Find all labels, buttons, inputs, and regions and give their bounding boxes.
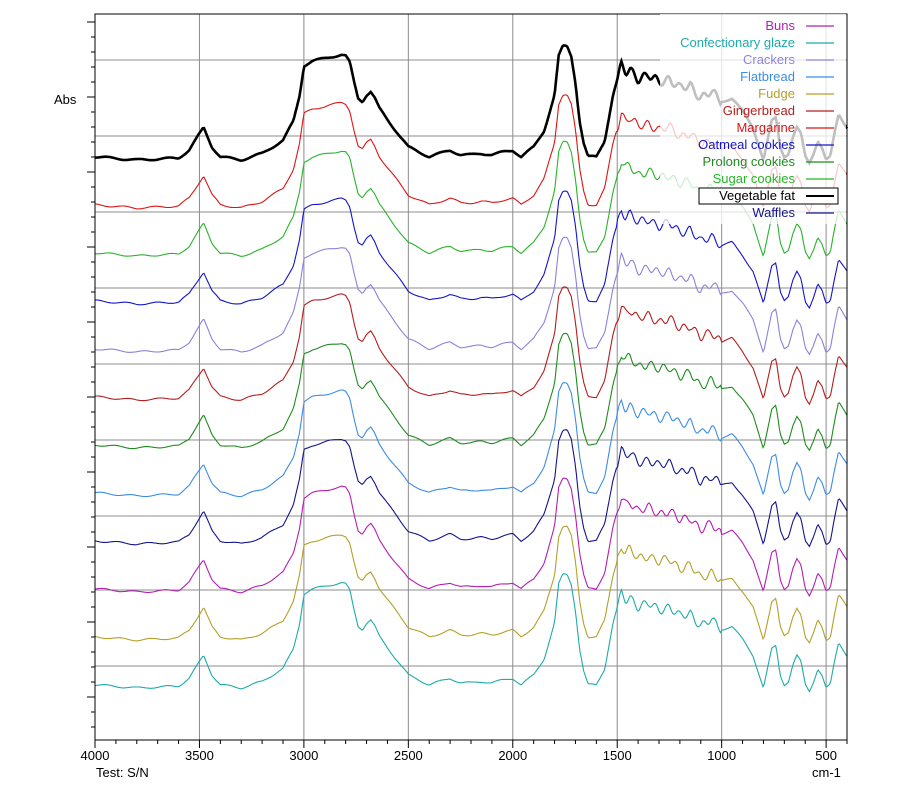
- legend-label-waffles: Waffles: [752, 205, 795, 220]
- series-crackers: [94, 236, 848, 356]
- series-fudge: [94, 525, 848, 644]
- legend-label-margarine: Margarine: [736, 120, 795, 135]
- x-tick-label-3500: 3500: [185, 748, 214, 763]
- series-waffles: [94, 429, 848, 548]
- legend: Buns Confectionary glaze Crackers Flatbread…: [660, 14, 846, 224]
- legend-label-confectionary-glaze: Confectionary glaze: [680, 35, 795, 50]
- legend-label-sugar-cookies: Sugar cookies: [713, 171, 796, 186]
- legend-label-crackers: Crackers: [743, 52, 796, 67]
- legend-label-oatmeal-cookies: Oatmeal cookies: [698, 137, 795, 152]
- series-buns: [94, 477, 848, 598]
- legend-label-fudge: Fudge: [758, 86, 795, 101]
- x-tick-label-500: 500: [815, 748, 837, 763]
- x-tick-label-3000: 3000: [289, 748, 318, 763]
- x-tick-label-2500: 2500: [394, 748, 423, 763]
- legend-label-gingerbread: Gingerbread: [723, 103, 795, 118]
- x-unit-label: cm-1: [812, 765, 841, 780]
- series-gingerbread: [94, 286, 848, 406]
- legend-label-flatbread: Flatbread: [740, 69, 795, 84]
- legend-label-prolong-cookies: Prolong cookies: [703, 154, 796, 169]
- series-oatmeal-cookies: [94, 190, 848, 310]
- footer-label: Test: S/N: [96, 765, 149, 780]
- legend-label-buns: Buns: [765, 18, 795, 33]
- legend-highlight-box: [698, 187, 839, 205]
- series-flatbread: [94, 382, 848, 502]
- x-tick-label-2000: 2000: [498, 748, 527, 763]
- series-confectionary-glaze: [94, 573, 848, 693]
- x-tick-label-1500: 1500: [603, 748, 632, 763]
- series-prolong-cookies: [94, 332, 848, 452]
- legend-label-vegetable-fat: Vegetable fat: [719, 188, 795, 203]
- x-tick-label-4000: 4000: [81, 748, 110, 763]
- axes: 4000 3500 3000 2500 2000 1500 1000 500: [81, 13, 848, 763]
- spectra-series: [94, 44, 849, 693]
- grid-lines: [94, 14, 847, 740]
- y-axis-label: Abs: [54, 92, 77, 107]
- x-tick-label-1000: 1000: [707, 748, 736, 763]
